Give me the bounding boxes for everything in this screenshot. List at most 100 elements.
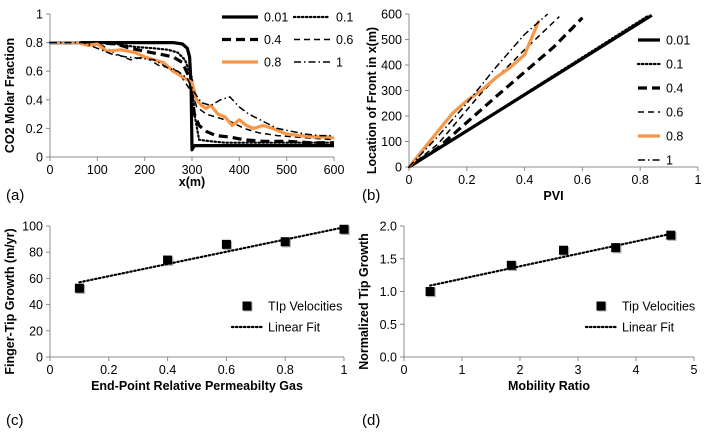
series-tip-velocities bbox=[425, 230, 677, 298]
series-0-1 bbox=[407, 14, 650, 169]
legend-label: 0.4 bbox=[264, 33, 281, 47]
legend-entry: Linear Fit bbox=[584, 321, 675, 335]
series-linear-fit bbox=[78, 226, 346, 284]
y-tick-label: 1.5 bbox=[380, 252, 397, 266]
y-tick-label: 100 bbox=[22, 220, 43, 234]
legend-entry: 0.1 bbox=[292, 11, 353, 25]
panel-label: (b) bbox=[362, 187, 380, 204]
x-tick-label: 0.8 bbox=[632, 173, 649, 187]
x-tick-label: 0 bbox=[401, 363, 408, 377]
series-0-4 bbox=[408, 16, 584, 169]
data-point bbox=[666, 230, 676, 240]
series-0-8 bbox=[50, 41, 335, 140]
y-tick-label: 400 bbox=[381, 59, 402, 73]
y-axis-label: Location of Front in x(m) bbox=[365, 27, 379, 174]
y-tick-label: 80 bbox=[29, 246, 43, 260]
series-linear-fit bbox=[429, 232, 672, 287]
legend-label: 1 bbox=[336, 56, 343, 70]
series-line bbox=[407, 19, 541, 169]
y-tick-label: 0.5 bbox=[380, 318, 397, 332]
x-tick-label: 0.6 bbox=[218, 363, 235, 377]
x-tick-label: 100 bbox=[87, 163, 108, 177]
legend-entry: 0.01 bbox=[638, 34, 690, 48]
series-line bbox=[50, 41, 334, 152]
y-tick-label: 500 bbox=[381, 33, 402, 47]
legend-label: 0.8 bbox=[264, 56, 281, 70]
panel-a: 0 100 200 300 400 500 600 0 0.2 0.4 0.6 0.8 1 x(m) CO2… bbox=[3, 8, 353, 205]
panel-b: 0 0.2 0.4 0.6 0.8 1 0 100 200 300 400 500 600 PVI Loca… bbox=[362, 8, 702, 205]
panel-label: (d) bbox=[362, 412, 380, 429]
x-tick-label: 1 bbox=[459, 363, 466, 377]
series-line bbox=[50, 41, 335, 140]
x-axis-label: Mobility Ratio bbox=[508, 379, 590, 393]
legend-entry: Linear Fit bbox=[230, 321, 321, 335]
x-tick-label: 1 bbox=[695, 173, 702, 187]
series-line bbox=[429, 232, 672, 287]
legend-entry: 0.4 bbox=[222, 33, 281, 47]
legend-label: Tip Velocities bbox=[622, 300, 695, 314]
data-point bbox=[280, 237, 290, 247]
legend-label: 0.01 bbox=[264, 11, 288, 25]
x-tick-label: 500 bbox=[276, 163, 297, 177]
legend-entry: 0.8 bbox=[222, 56, 281, 70]
y-axis-label: Finger-Tip Growth (m/yr) bbox=[3, 228, 17, 374]
legend-label: Linear Fit bbox=[622, 321, 675, 335]
series-line bbox=[50, 41, 334, 137]
series-line bbox=[408, 16, 560, 168]
y-tick-label: 0 bbox=[36, 151, 43, 165]
legend-entry: 1 bbox=[294, 56, 343, 70]
x-tick-label: 4 bbox=[633, 363, 640, 377]
y-axis-label: Normalized Tip Growth bbox=[357, 233, 371, 370]
y-tick-label: 1 bbox=[36, 8, 43, 22]
y-tick-label: 0 bbox=[395, 161, 402, 175]
panel-label: (c) bbox=[6, 412, 24, 429]
series-0-6 bbox=[408, 16, 560, 168]
panel-c: 0 0.2 0.4 0.6 0.8 1 0 20 40 60 80 100 End-Point Rela… bbox=[3, 220, 350, 429]
series-tip-velocities bbox=[74, 224, 350, 294]
series-0-4 bbox=[50, 41, 334, 145]
legend-entry: TIp Velocities bbox=[242, 300, 342, 314]
x-axis-label: End-Point Relative Permeabilty Gas bbox=[91, 379, 303, 393]
data-point bbox=[339, 224, 349, 234]
x-tick-label: 2 bbox=[517, 363, 524, 377]
y-tick-label: 0.6 bbox=[26, 65, 43, 79]
series-0-6 bbox=[50, 41, 335, 141]
x-tick-label: 5 bbox=[691, 363, 698, 377]
y-tick-label: 0.2 bbox=[26, 122, 43, 136]
x-tick-label: 0 bbox=[47, 163, 54, 177]
y-tick-label: 300 bbox=[381, 84, 402, 98]
y-tick-label: 60 bbox=[29, 272, 43, 286]
y-axis-label: CO2 Molar Fraction bbox=[3, 38, 17, 153]
x-tick-label: 3 bbox=[575, 363, 582, 377]
y-tick-label: 100 bbox=[381, 135, 402, 149]
panel-d: 0 1 2 3 4 5 0.0 0.5 1.0 1.5 2.0 Mobility Ratio Norma… bbox=[357, 220, 698, 430]
x-tick-label: 0.6 bbox=[574, 173, 591, 187]
x-tick-label: 0.4 bbox=[516, 173, 533, 187]
legend-label: 0.1 bbox=[336, 11, 353, 25]
x-tick-label: 0.2 bbox=[100, 363, 117, 377]
legend-entry: Tip Velocities bbox=[596, 300, 695, 314]
series-line bbox=[407, 14, 650, 169]
y-tick-label: 40 bbox=[29, 298, 43, 312]
legend-entry: 0.6 bbox=[294, 33, 353, 47]
legend-label: 0.8 bbox=[666, 130, 683, 144]
series-0-01 bbox=[50, 41, 334, 152]
y-tick-label: 0 bbox=[36, 351, 43, 365]
legend-entry: 1 bbox=[638, 154, 673, 168]
series-line bbox=[50, 41, 335, 141]
data-point bbox=[221, 239, 231, 249]
series-line bbox=[408, 16, 584, 169]
data-point bbox=[163, 255, 173, 265]
series-1 bbox=[408, 13, 549, 168]
y-tick-label: 600 bbox=[381, 8, 402, 22]
legend-marker bbox=[242, 301, 252, 311]
legend-entry: 0.8 bbox=[638, 130, 683, 144]
legend-entry: 0.6 bbox=[638, 106, 683, 120]
y-tick-label: 0.0 bbox=[380, 351, 397, 365]
data-point bbox=[506, 260, 516, 270]
series-1 bbox=[50, 41, 334, 137]
y-tick-label: 200 bbox=[381, 110, 402, 124]
legend-label: 1 bbox=[666, 154, 673, 168]
y-tick-label: 0.8 bbox=[26, 36, 43, 50]
